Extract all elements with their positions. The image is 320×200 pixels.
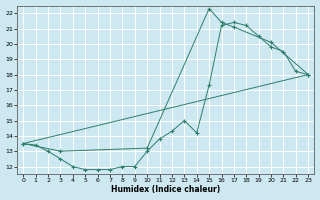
X-axis label: Humidex (Indice chaleur): Humidex (Indice chaleur)	[111, 185, 220, 194]
